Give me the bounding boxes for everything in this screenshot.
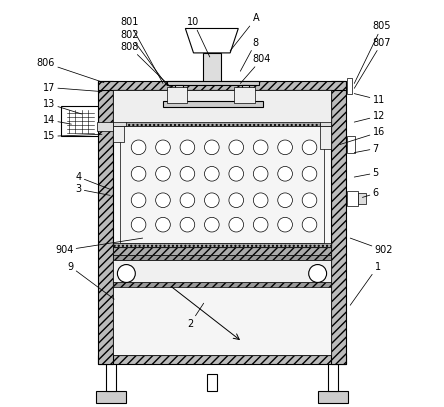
Bar [175, 85, 182, 103]
Bar [113, 90, 331, 122]
Bar [113, 260, 331, 355]
Bar [163, 101, 263, 107]
Text: 13: 13 [43, 99, 82, 114]
Circle shape [302, 140, 317, 155]
Circle shape [229, 193, 244, 208]
Circle shape [131, 140, 146, 155]
Circle shape [205, 193, 219, 208]
Text: 12: 12 [354, 111, 385, 122]
Text: 802: 802 [120, 30, 167, 85]
Circle shape [131, 166, 146, 181]
Bar [328, 362, 338, 391]
Bar [113, 282, 331, 287]
Circle shape [278, 217, 293, 232]
Text: 808: 808 [120, 42, 171, 88]
Bar [234, 87, 254, 103]
Text: 801: 801 [120, 18, 163, 83]
Text: 4: 4 [75, 172, 110, 189]
Bar [347, 191, 357, 206]
Bar [113, 247, 331, 255]
Polygon shape [185, 28, 238, 53]
Text: 2: 2 [187, 303, 204, 328]
Bar [120, 126, 324, 243]
Circle shape [278, 193, 293, 208]
Circle shape [156, 166, 170, 181]
Text: 1: 1 [350, 262, 381, 305]
Bar [207, 374, 217, 391]
Bar [331, 81, 346, 364]
Bar [113, 121, 331, 126]
Circle shape [254, 166, 268, 181]
Text: 806: 806 [37, 58, 104, 83]
Circle shape [180, 166, 195, 181]
Text: 5: 5 [354, 168, 379, 178]
Circle shape [180, 140, 195, 155]
Circle shape [302, 193, 317, 208]
Text: 8: 8 [240, 38, 259, 71]
Bar [98, 81, 113, 364]
Text: 902: 902 [350, 238, 393, 255]
Circle shape [254, 193, 268, 208]
Text: 805: 805 [354, 22, 391, 83]
Text: 3: 3 [75, 184, 110, 195]
Bar [96, 391, 127, 403]
Circle shape [156, 140, 170, 155]
Text: 17: 17 [43, 83, 102, 92]
Bar [106, 362, 116, 391]
Text: 7: 7 [354, 144, 379, 153]
Text: 904: 904 [55, 238, 143, 255]
Bar [113, 100, 126, 126]
Text: 15: 15 [43, 131, 102, 141]
Text: 804: 804 [240, 54, 271, 83]
Circle shape [180, 193, 195, 208]
Circle shape [229, 140, 244, 155]
Text: A: A [230, 13, 259, 51]
Text: 10: 10 [187, 18, 210, 57]
Circle shape [205, 166, 219, 181]
Bar [113, 260, 331, 282]
Circle shape [131, 217, 146, 232]
Circle shape [180, 217, 195, 232]
Circle shape [254, 140, 268, 155]
Circle shape [278, 140, 293, 155]
Bar [317, 391, 348, 403]
Circle shape [205, 217, 219, 232]
Text: 16: 16 [340, 127, 385, 144]
Circle shape [205, 140, 219, 155]
Bar [167, 81, 258, 85]
Bar [98, 81, 346, 90]
Bar [357, 193, 366, 204]
Bar [203, 53, 221, 83]
Circle shape [156, 193, 170, 208]
Bar [61, 106, 98, 136]
Bar [167, 87, 187, 103]
Text: 9: 9 [67, 262, 114, 299]
Circle shape [254, 217, 268, 232]
Bar [320, 100, 331, 126]
Bar [347, 78, 352, 94]
Circle shape [117, 265, 135, 282]
Bar [242, 85, 249, 103]
Bar [113, 243, 331, 247]
Circle shape [229, 217, 244, 232]
Bar [113, 90, 331, 247]
Bar [320, 126, 331, 149]
Text: 6: 6 [362, 188, 379, 198]
Text: 807: 807 [354, 38, 391, 88]
Bar [347, 136, 355, 153]
Circle shape [229, 166, 244, 181]
Circle shape [156, 217, 170, 232]
Circle shape [131, 193, 146, 208]
Circle shape [309, 265, 327, 282]
Bar [113, 255, 331, 260]
Text: 11: 11 [354, 94, 385, 105]
Bar [98, 355, 346, 364]
Bar [97, 122, 113, 131]
Text: 14: 14 [43, 115, 71, 125]
Circle shape [278, 166, 293, 181]
Circle shape [302, 217, 317, 232]
Circle shape [302, 166, 317, 181]
Bar [113, 126, 123, 142]
